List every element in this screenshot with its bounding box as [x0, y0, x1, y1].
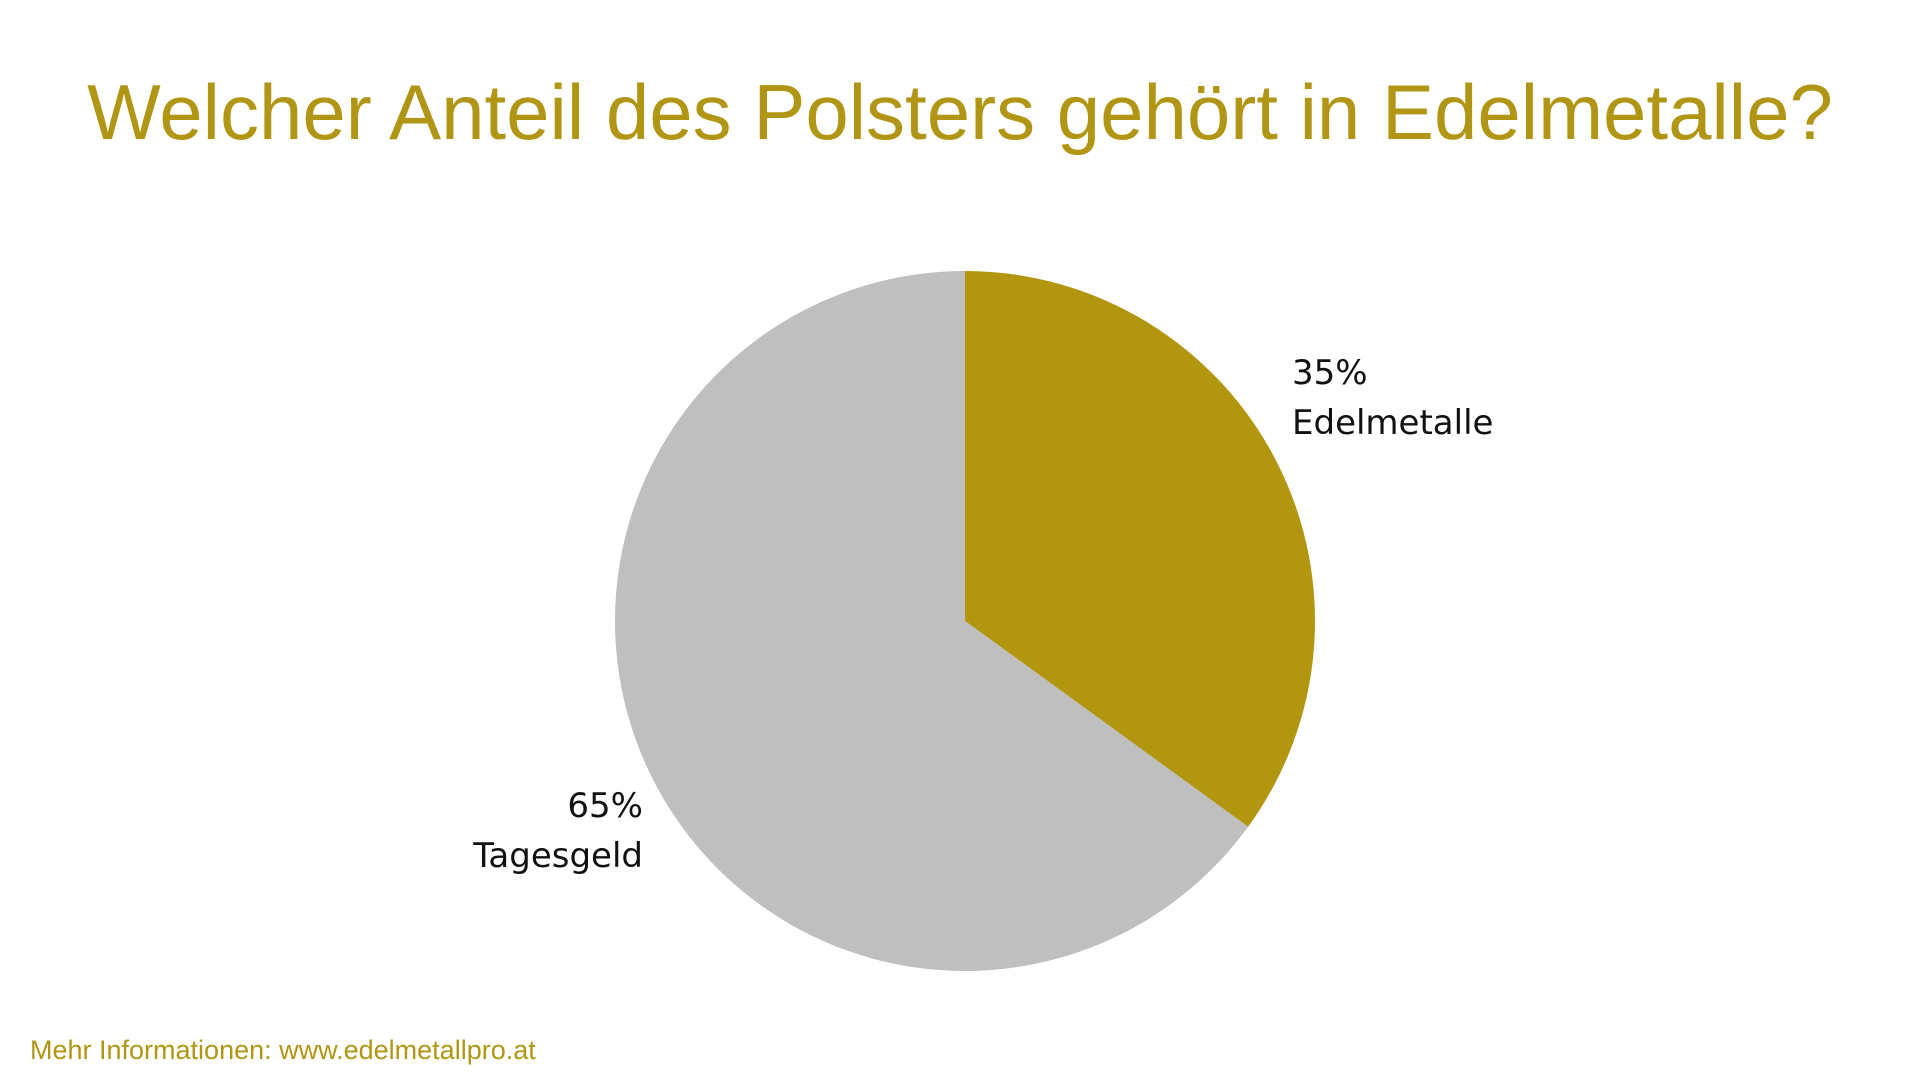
slice-value-label-edelmetalle: 35% [1292, 353, 1368, 393]
pie-slices [615, 271, 1315, 971]
footer-link-text: Mehr Informationen: www.edelmetallpro.at [30, 1035, 536, 1065]
slice-value-label-tagesgeld: 65% [567, 786, 643, 826]
pie-slice-tagesgeld [615, 271, 1249, 971]
chart-title: Welcher Anteil des Polsters gehört in Ed… [87, 68, 1833, 156]
pie-labels: 35% Edelmetalle 65% Tagesgeld [472, 353, 1493, 876]
slice-category-label-edelmetalle: Edelmetalle [1292, 403, 1493, 443]
slice-category-label-tagesgeld: Tagesgeld [472, 836, 643, 876]
pie-slice-edelmetalle [965, 271, 1315, 827]
